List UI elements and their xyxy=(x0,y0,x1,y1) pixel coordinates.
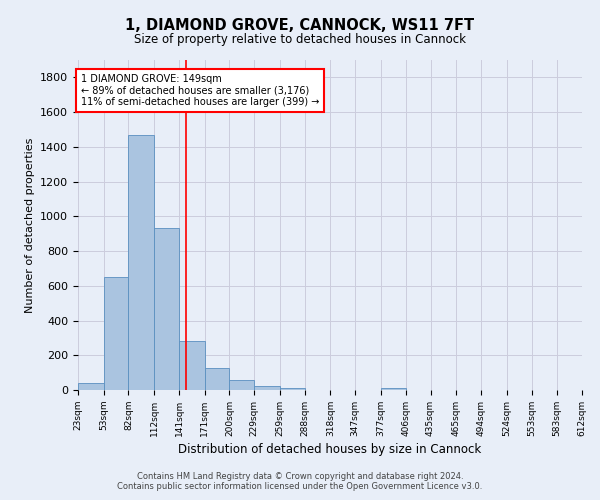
Bar xyxy=(154,228,179,390)
Bar xyxy=(381,388,406,390)
Bar xyxy=(229,380,254,390)
X-axis label: Distribution of detached houses by size in Cannock: Distribution of detached houses by size … xyxy=(178,443,482,456)
Bar xyxy=(254,386,280,390)
Text: Size of property relative to detached houses in Cannock: Size of property relative to detached ho… xyxy=(134,32,466,46)
Bar xyxy=(128,136,154,390)
Y-axis label: Number of detached properties: Number of detached properties xyxy=(25,138,35,312)
Bar xyxy=(280,388,305,390)
Bar xyxy=(179,340,205,390)
Text: 1 DIAMOND GROVE: 149sqm
← 89% of detached houses are smaller (3,176)
11% of semi: 1 DIAMOND GROVE: 149sqm ← 89% of detache… xyxy=(80,74,319,107)
Bar xyxy=(104,278,128,390)
Text: 1, DIAMOND GROVE, CANNOCK, WS11 7FT: 1, DIAMOND GROVE, CANNOCK, WS11 7FT xyxy=(125,18,475,32)
Bar xyxy=(205,368,229,390)
Text: Contains HM Land Registry data © Crown copyright and database right 2024.
Contai: Contains HM Land Registry data © Crown c… xyxy=(118,472,482,491)
Bar xyxy=(78,383,104,390)
